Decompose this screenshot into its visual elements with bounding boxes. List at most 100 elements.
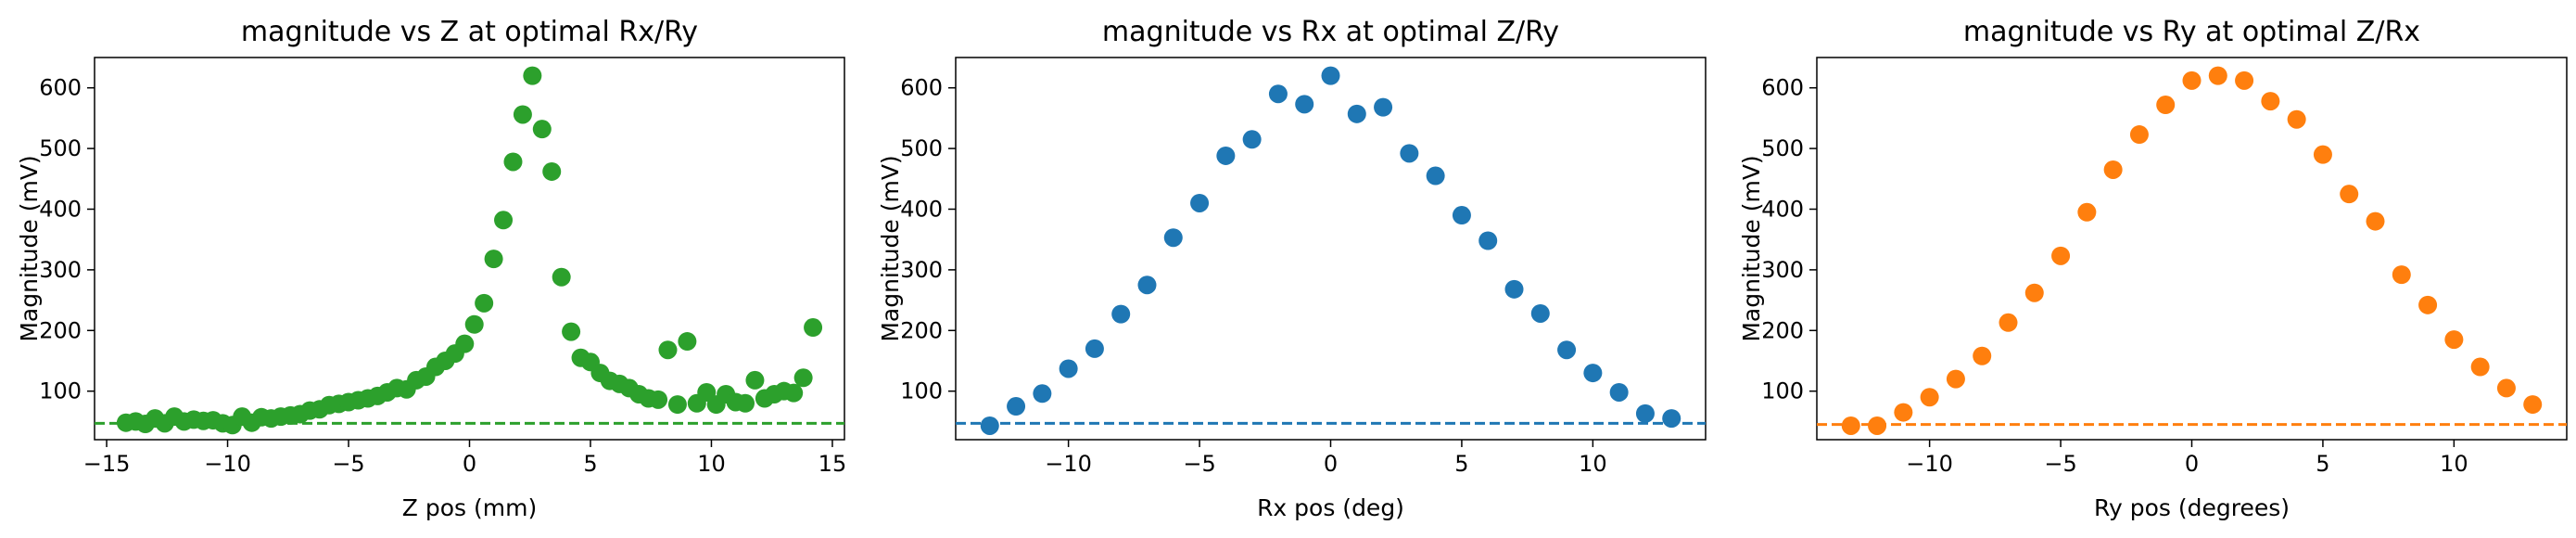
data-point: [1163, 228, 1183, 248]
data-point: [1504, 279, 1524, 299]
data-point: [562, 322, 581, 341]
data-point: [793, 368, 813, 388]
y-tick-label: 400: [39, 196, 82, 222]
y-tick-label: 300: [1761, 257, 1804, 283]
data-point: [2340, 185, 2359, 204]
data-point: [523, 66, 542, 85]
data-point: [1946, 369, 1965, 389]
y-tick-label: 400: [900, 196, 943, 222]
data-point: [1583, 364, 1603, 383]
data-point: [2366, 211, 2385, 231]
y-tick-label: 200: [39, 317, 82, 343]
x-tick-label: −5: [2044, 451, 2076, 477]
y-tick-label: 100: [900, 378, 943, 404]
data-point: [1216, 146, 1236, 165]
y-tick-label: 200: [1761, 317, 1804, 343]
data-point: [1557, 340, 1577, 360]
data-point: [804, 318, 823, 338]
data-point: [1894, 403, 1913, 422]
data-point: [2444, 330, 2464, 350]
x-tick-label: 5: [1454, 451, 1468, 477]
data-point: [1478, 231, 1498, 250]
y-axis-label: Magnitude (mV): [1738, 155, 1765, 341]
y-tick-label: 300: [39, 257, 82, 283]
axis-ticks: −10 −5 0 5 10 100 200 300 400 500 600: [900, 75, 1606, 477]
data-point: [1973, 346, 1992, 365]
data-point: [745, 370, 765, 390]
y-tick-label: 400: [1761, 196, 1804, 222]
data-point: [2261, 92, 2280, 111]
data-point: [736, 393, 755, 413]
data-point: [2103, 160, 2123, 179]
x-tick-label: 10: [1579, 451, 1607, 477]
y-tick-label: 500: [900, 135, 943, 161]
data-point: [455, 334, 475, 353]
y-tick-label: 100: [1761, 378, 1804, 404]
data-point: [2287, 109, 2306, 129]
data-point: [1190, 193, 1210, 212]
data-point: [1085, 339, 1104, 358]
data-point: [1868, 416, 1887, 435]
y-tick-label: 500: [1761, 135, 1804, 161]
data-point: [1452, 206, 1471, 225]
x-tick-label: 5: [583, 451, 597, 477]
data-point: [542, 161, 562, 181]
data-point: [2470, 357, 2490, 377]
chart-title: magnitude vs Ry at optimal Z/Rx: [1963, 16, 2420, 48]
data-point: [2392, 265, 2411, 285]
chart-title: magnitude vs Z at optimal Rx/Ry: [241, 16, 698, 48]
data-point: [667, 395, 687, 415]
data-point: [1137, 275, 1157, 295]
x-tick-label: −5: [1183, 451, 1215, 477]
data-point: [1295, 95, 1314, 114]
data-point: [552, 267, 571, 287]
data-point: [649, 390, 668, 409]
plot-frame: [1816, 57, 2568, 441]
data-point: [2418, 295, 2438, 314]
plot-frame: [955, 57, 1707, 441]
axis-ticks: −15 −10 −5 0 5 10 15 100 200 300 400 500 600: [39, 75, 846, 477]
data-point: [532, 120, 552, 139]
data-point: [475, 293, 494, 313]
x-tick-label: −15: [83, 451, 131, 477]
chart-panel-rx: magnitude vs Rx at optimal Z/Ry Rx pos (…: [877, 16, 1707, 521]
data-points: [95, 66, 844, 435]
x-tick-label: 0: [2185, 451, 2199, 477]
data-point: [1007, 397, 1026, 416]
data-point: [2156, 96, 2176, 115]
x-tick-label: 0: [463, 451, 476, 477]
data-point: [1033, 384, 1052, 404]
data-point: [2313, 145, 2332, 164]
data-points: [956, 66, 1706, 435]
data-point: [2208, 66, 2227, 85]
y-axis-label: Magnitude (mV): [16, 155, 43, 341]
x-tick-label: 0: [1324, 451, 1338, 477]
data-point: [2077, 202, 2097, 222]
data-point: [513, 105, 532, 124]
x-tick-label: 5: [2316, 451, 2329, 477]
x-axis-label: Ry pos (degrees): [2094, 494, 2290, 521]
data-point: [2129, 125, 2149, 145]
data-point: [658, 340, 678, 360]
y-axis-label: Magnitude (mV): [877, 155, 904, 341]
data-point: [1111, 304, 1131, 324]
x-tick-label: 10: [2440, 451, 2468, 477]
y-tick-label: 600: [39, 75, 82, 101]
data-point: [1635, 404, 1655, 423]
x-axis-label: Rx pos (deg): [1257, 494, 1404, 521]
data-point: [784, 383, 804, 403]
data-points: [1817, 66, 2567, 435]
data-point: [2051, 246, 2071, 265]
data-point: [503, 152, 523, 172]
plot-frame: [94, 57, 845, 441]
data-point: [2235, 70, 2254, 90]
data-point: [494, 211, 514, 230]
chart-panel-ry: magnitude vs Ry at optimal Z/Rx Ry pos (…: [1738, 16, 2568, 521]
y-tick-label: 500: [39, 135, 82, 161]
data-point: [1268, 84, 1288, 104]
data-point: [2024, 283, 2044, 302]
data-point: [678, 332, 697, 352]
data-point: [2182, 70, 2202, 90]
data-point: [1426, 166, 1445, 186]
